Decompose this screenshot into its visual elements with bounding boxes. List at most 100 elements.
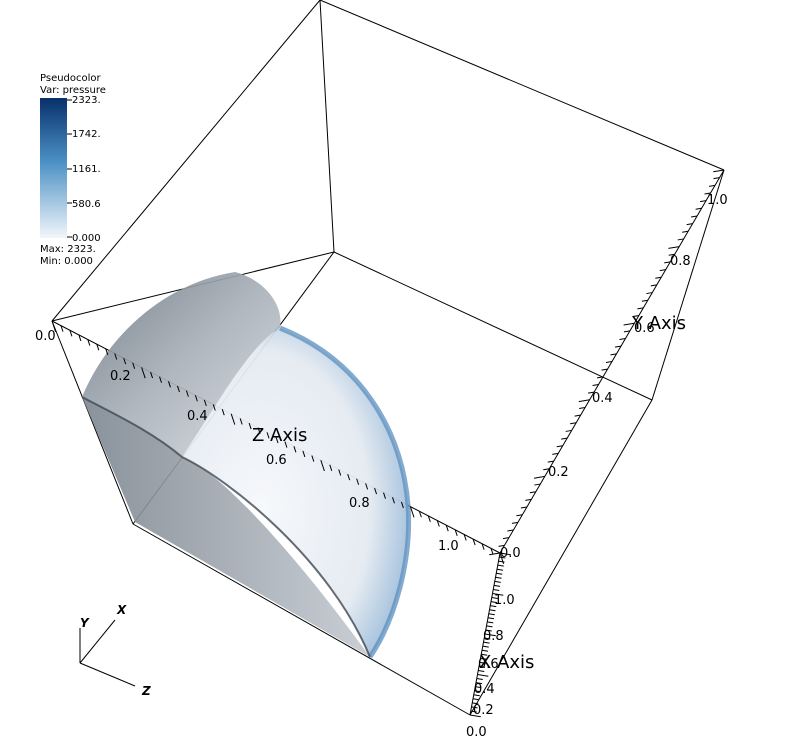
x-axis-tick	[482, 645, 489, 648]
shell-edge	[81, 396, 183, 458]
legend-color-bar	[40, 98, 67, 238]
x-tick-label: 0.2	[473, 703, 494, 718]
z-axis-tick	[481, 543, 485, 550]
y-axis-tick	[587, 391, 595, 394]
y-axis-tick	[525, 498, 532, 501]
z-axis-tick	[472, 538, 476, 546]
x-axis-tick	[493, 588, 500, 591]
z-axis-tick	[159, 376, 162, 383]
z-axis-tick	[194, 395, 198, 402]
z-axis-tick	[490, 548, 494, 555]
z-tick-label: 0.6	[266, 453, 287, 468]
x-axis-tick	[479, 661, 486, 664]
y-axis-tick	[623, 322, 635, 326]
y-axis-tick	[659, 269, 666, 272]
z-axis-tick	[266, 432, 270, 439]
z-axis-tick	[445, 525, 449, 532]
x-axis-tick	[475, 682, 483, 685]
y-axis-tick	[543, 468, 550, 471]
x-tick-label: 0.6	[478, 657, 499, 672]
triad-y-label: Y	[80, 616, 90, 630]
z-axis-tick	[427, 515, 431, 523]
x-axis-tick	[484, 637, 491, 640]
x-axis-tick	[484, 633, 496, 637]
z-axis-tick	[302, 450, 306, 458]
y-axis-tick	[534, 483, 541, 486]
z-axis-tick	[203, 399, 207, 407]
z-axis-tick	[365, 483, 369, 490]
z-axis-tick	[176, 385, 180, 393]
y-axis-tick	[578, 399, 590, 403]
y-axis-tick	[637, 307, 644, 310]
z-axis-tick	[168, 381, 171, 388]
y-axis-tick	[533, 475, 545, 479]
z-axis-tick	[212, 404, 216, 411]
box-edge	[333, 251, 653, 401]
z-axis-tick	[356, 478, 360, 485]
x-axis-tick	[493, 584, 501, 587]
y-axis-tick	[561, 437, 568, 440]
legend-variable: Var: pressure	[40, 85, 106, 96]
y-axis-tick	[565, 429, 572, 432]
y-axis-tick	[502, 537, 510, 540]
y-axis-tick	[520, 506, 527, 509]
x-axis-tick	[478, 669, 485, 672]
y-axis-tick	[610, 353, 617, 356]
y-axis-tick	[704, 192, 711, 195]
color-legend: Pseudocolor Var: pressure 2323. 1742. 11…	[40, 73, 106, 267]
y-axis-tick	[646, 292, 653, 295]
legend-tick-label: 0.000	[72, 233, 101, 244]
y-axis-tick	[498, 544, 505, 547]
y-axis-tick	[605, 361, 613, 363]
z-axis-tick	[69, 330, 73, 337]
y-axis-tick	[489, 552, 501, 556]
legend-tick-label: 580.6	[72, 199, 101, 210]
z-axis-tick	[320, 460, 325, 472]
y-axis-tick	[682, 230, 689, 233]
z-axis-tick	[374, 487, 378, 495]
y-axis-tick	[570, 422, 577, 425]
z-axis-tick	[329, 464, 333, 471]
x-tick-label: 1.0	[494, 593, 515, 608]
x-axis-tick	[485, 629, 492, 632]
x-axis-tick	[489, 609, 496, 612]
y-axis-tick	[713, 177, 720, 180]
y-axis-tick	[596, 376, 604, 379]
x-axis-tick	[480, 657, 487, 660]
z-axis-tick	[248, 422, 252, 430]
x-axis-tick	[495, 576, 502, 579]
x-axis-tick	[492, 593, 504, 596]
x-axis-title: X Axis	[479, 652, 534, 673]
pseudocolor-plot	[81, 272, 412, 659]
y-axis-tick	[691, 215, 698, 218]
z-axis-tick	[150, 371, 154, 379]
x-axis-tick	[491, 597, 498, 600]
legend-ticks	[67, 99, 72, 238]
x-axis-tick	[477, 674, 489, 677]
y-axis-tick	[574, 414, 581, 417]
x-axis-tick	[490, 605, 497, 608]
z-axis-tick	[123, 357, 127, 365]
z-axis-tick	[409, 506, 415, 518]
x-axis-tick	[476, 678, 483, 681]
z-axis-tick	[418, 511, 422, 518]
x-axis-tick	[494, 580, 501, 583]
legend-max: Max: 2323.	[40, 244, 96, 255]
z-tick-label: 1.0	[438, 539, 459, 554]
z-axis-tick	[293, 446, 297, 453]
z-axis-tick	[141, 367, 146, 379]
box-edge	[651, 169, 725, 401]
y-axis-tick	[686, 223, 693, 226]
z-axis-title: Z Axis	[252, 425, 307, 446]
y-axis-tick	[699, 200, 707, 203]
y-axis-tick	[655, 276, 662, 279]
x-axis-tick	[473, 694, 480, 697]
y-axis-tick	[556, 445, 563, 448]
z-axis-tick	[51, 320, 57, 332]
x-axis-tick	[499, 556, 506, 559]
y-axis-tick	[507, 529, 514, 532]
shell-rim	[279, 325, 412, 659]
z-axis-tick	[338, 469, 342, 476]
z-axis-tick	[383, 492, 386, 499]
